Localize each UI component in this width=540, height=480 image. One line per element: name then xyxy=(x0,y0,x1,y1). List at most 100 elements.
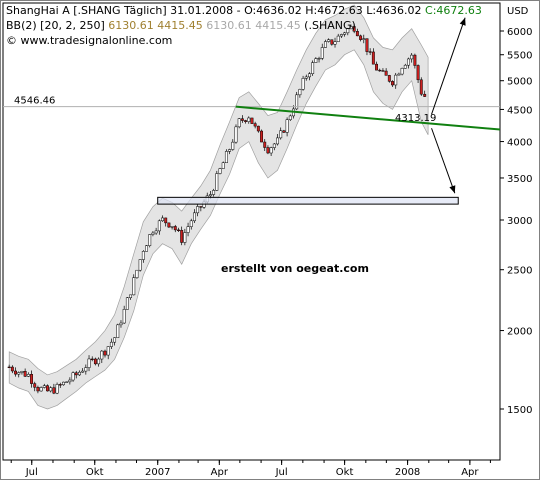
candle-body xyxy=(55,384,59,394)
candle-body xyxy=(320,47,324,59)
candle-body xyxy=(215,173,219,191)
candle-body xyxy=(65,381,69,383)
candle-body xyxy=(170,226,174,228)
candle-body xyxy=(221,162,225,169)
candle-body xyxy=(71,372,75,381)
candle-body xyxy=(260,130,263,143)
candle-body xyxy=(387,75,391,82)
candle-body xyxy=(193,212,196,222)
candle-body xyxy=(183,232,187,243)
candle-body xyxy=(384,70,388,76)
candle-body xyxy=(125,297,129,310)
candle-body xyxy=(49,387,53,392)
candle-body xyxy=(68,379,72,383)
header-close: C:4672.63 xyxy=(425,4,482,17)
candle-body xyxy=(339,34,343,37)
arrow-line xyxy=(431,17,466,115)
candle-body xyxy=(394,74,398,86)
candle-body xyxy=(145,245,148,252)
candle-body xyxy=(375,63,378,71)
x-tick-label: Okt xyxy=(86,467,104,478)
candle-body xyxy=(234,126,238,143)
candle-body xyxy=(224,151,228,163)
candle-body xyxy=(26,374,30,377)
candle-body xyxy=(154,230,158,234)
candle-body xyxy=(407,58,410,66)
y-tick-label: 4000 xyxy=(507,138,532,149)
candle-body xyxy=(336,35,340,42)
candle-body xyxy=(23,370,27,377)
candle-body xyxy=(237,118,241,128)
candle-body xyxy=(129,294,133,298)
candle-body xyxy=(371,51,375,65)
candle-body xyxy=(381,70,385,72)
candle-body xyxy=(132,277,136,296)
candle-body xyxy=(100,350,104,360)
header-line-2: BB(2) [20, 2, 250] 6130.61 4415.45 6130.… xyxy=(6,19,356,32)
candle-body xyxy=(119,322,123,326)
candle-body xyxy=(116,324,120,339)
candle-body xyxy=(244,120,248,122)
y-tick-label: 5000 xyxy=(507,77,532,88)
watermark-text: erstellt von oegeat.com xyxy=(221,262,369,275)
candle-body xyxy=(333,41,337,45)
candle-body xyxy=(81,370,85,373)
y-tick-label: 2500 xyxy=(507,266,532,277)
candle-body xyxy=(247,117,251,122)
candle-body xyxy=(33,383,37,388)
x-tick-label: Jul xyxy=(275,467,288,478)
copyright-icon: © xyxy=(6,34,21,47)
y-tick-label: 3500 xyxy=(507,174,532,185)
candle-body xyxy=(269,147,273,154)
candle-body xyxy=(42,385,46,388)
candle-body xyxy=(157,220,161,232)
header-line-1: ShangHai A [.SHANG Täglich] 31.01.2008 -… xyxy=(6,4,482,17)
candle-body xyxy=(199,206,203,208)
candle-body xyxy=(288,115,292,120)
y-tick-label: 1500 xyxy=(507,405,532,416)
candle-body xyxy=(400,67,404,75)
candle-body xyxy=(93,358,97,365)
candle-body xyxy=(298,89,302,96)
candle-body xyxy=(352,26,356,32)
candle-body xyxy=(74,372,78,376)
candle-body xyxy=(314,58,318,63)
candle-body xyxy=(349,26,353,30)
support-box xyxy=(157,196,459,205)
trendline xyxy=(235,105,501,131)
candle-body xyxy=(30,374,33,384)
candle-body xyxy=(151,232,155,235)
candle-body xyxy=(413,54,417,66)
candle-body xyxy=(36,387,40,392)
candle-body xyxy=(346,28,350,34)
y-tick-label: 4500 xyxy=(507,105,532,116)
candle-body xyxy=(359,35,363,40)
header-line-3: © www.tradesignalonline.com xyxy=(6,34,172,47)
candle-body xyxy=(180,229,184,243)
candle-body xyxy=(403,64,407,69)
candle-body xyxy=(253,123,257,127)
candle-body xyxy=(20,370,24,373)
candle-body xyxy=(285,119,289,133)
candle-body xyxy=(173,226,177,231)
candle-body xyxy=(304,76,308,79)
candle-body xyxy=(103,350,107,356)
candle-body xyxy=(177,229,180,231)
candle-body xyxy=(52,387,56,394)
candle-body xyxy=(58,384,62,386)
candle-body xyxy=(282,130,286,133)
candle-body xyxy=(327,39,331,42)
candle-body xyxy=(423,93,427,97)
level-label: 4546.46 xyxy=(14,96,55,107)
source-url: www.tradesignalonline.com xyxy=(21,34,173,47)
candle-body xyxy=(122,309,126,324)
arrow-line xyxy=(431,128,456,194)
candle-body xyxy=(295,94,299,110)
candle-body xyxy=(343,32,347,35)
candle-body xyxy=(272,143,276,148)
bollinger-band xyxy=(8,4,429,410)
candle-body xyxy=(308,73,311,78)
candle-body xyxy=(362,38,366,40)
candle-body xyxy=(317,58,321,60)
